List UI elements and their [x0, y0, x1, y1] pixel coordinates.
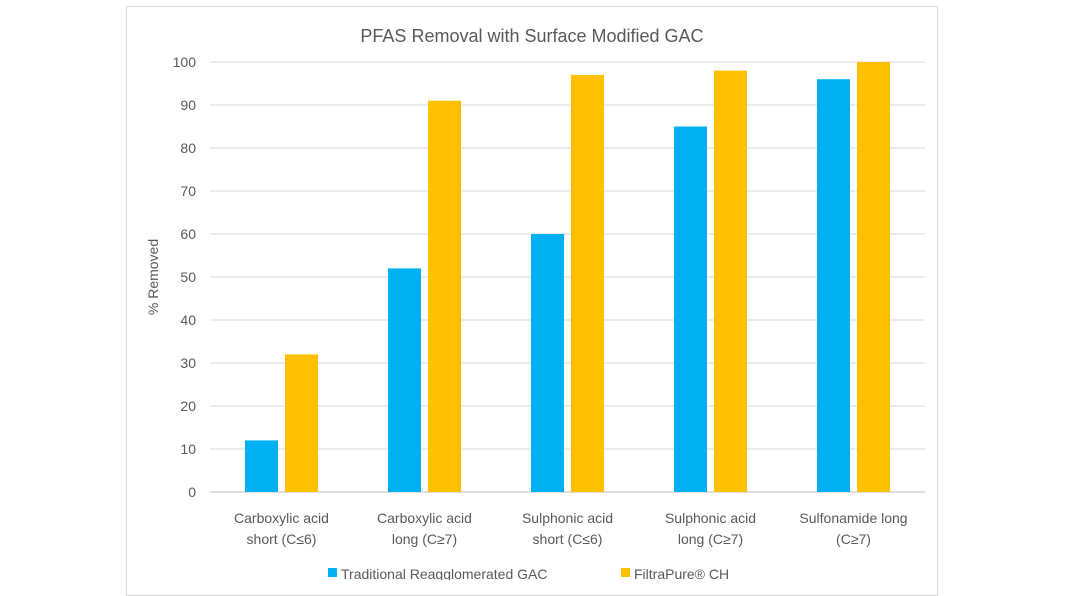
x-tick-label: (C≥7): [836, 531, 871, 547]
x-tick-label: long (C≥7): [392, 531, 457, 547]
x-tick-label: Carboxylic acid: [234, 510, 329, 526]
y-tick-label: 10: [180, 441, 196, 457]
legend-swatch: [328, 568, 337, 577]
y-tick-label: 30: [180, 355, 196, 371]
bar-traditional: [388, 268, 421, 492]
legend-label: Traditional Reagglomerated GAC: [341, 566, 547, 580]
bar-chart: 0 10 20 30 40 50 60 70 80 90 100 % Removed Carboxyli…: [145, 54, 925, 580]
bar-traditional: [531, 234, 564, 492]
y-tick-label: 70: [180, 183, 196, 199]
x-tick-label: short (C≤6): [247, 531, 317, 547]
y-tick-label: 80: [180, 140, 196, 156]
y-tick-label: 90: [180, 97, 196, 113]
x-tick-label: Sulfonamide long: [799, 510, 907, 526]
bar-filtrapure: [714, 70, 747, 492]
x-tick-label: Sulphonic acid: [665, 510, 756, 526]
bar-filtrapure: [428, 100, 461, 492]
bar-traditional: [245, 440, 278, 492]
legend-swatch: [621, 568, 630, 577]
x-tick-label: Carboxylic acid: [377, 510, 472, 526]
x-tick-label: short (C≤6): [533, 531, 603, 547]
y-tick-label: 40: [180, 312, 196, 328]
bar-filtrapure: [571, 74, 604, 493]
x-tick-label: Sulphonic acid: [522, 510, 613, 526]
y-tick-label: 0: [188, 484, 196, 500]
y-tick-label: 60: [180, 226, 196, 242]
bar-filtrapure: [285, 354, 318, 492]
y-tick-label: 20: [180, 398, 196, 414]
x-tick-label: long (C≥7): [678, 531, 743, 547]
legend-label: FiltraPure® CH: [634, 566, 729, 580]
bar-traditional: [674, 126, 707, 492]
y-tick-label: 100: [173, 54, 197, 70]
y-axis-label: % Removed: [145, 239, 161, 315]
y-tick-label: 50: [180, 269, 196, 285]
chart-title: PFAS Removal with Surface Modified GAC: [360, 26, 704, 46]
bar-traditional: [817, 79, 850, 492]
bar-filtrapure: [857, 62, 890, 492]
